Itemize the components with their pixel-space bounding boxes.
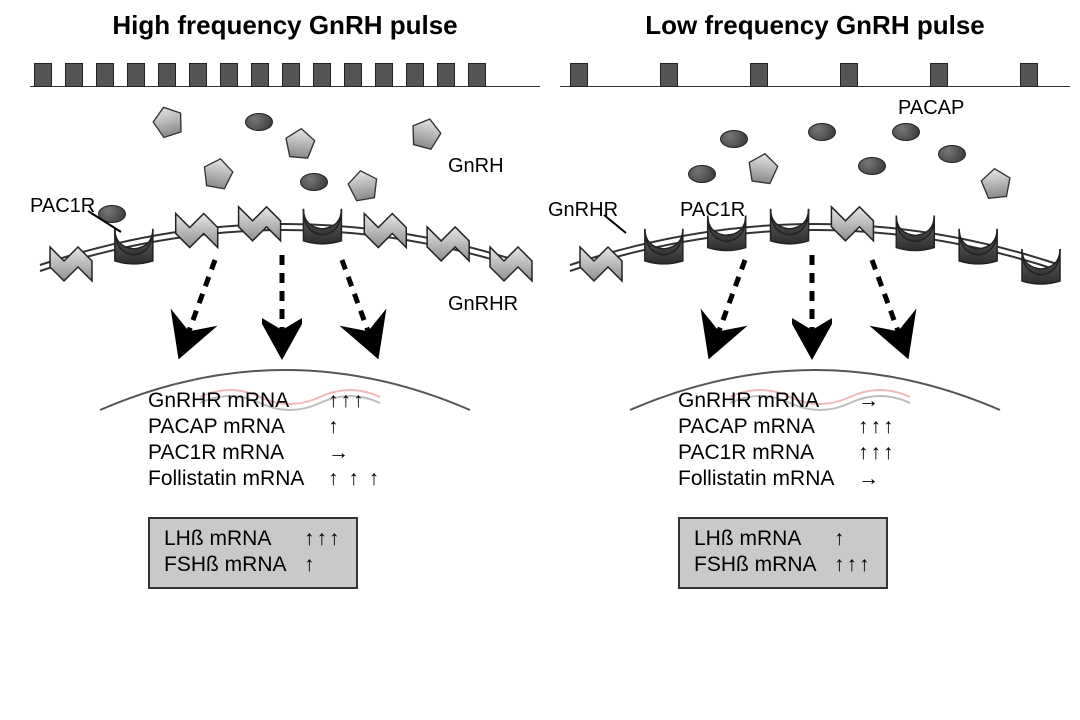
label-pacap: PACAP: [898, 97, 964, 120]
pulse-bar: [570, 63, 588, 87]
gnrh-ligand-icon: [282, 125, 318, 161]
pacap-ligand-icon: [808, 123, 836, 141]
pulse-baseline: [560, 86, 1070, 87]
label-gnrh: GnRH: [448, 155, 504, 178]
output-row: LHß mRNA ↑: [694, 527, 872, 551]
mrna-row: Follistatin mRNA ↑ ↑ ↑: [148, 467, 381, 491]
mrna-list-high: GnRHR mRNA ↑↑↑PACAP mRNA ↑PAC1R mRNA →Fo…: [148, 389, 381, 493]
panel-high-frequency: High frequency GnRH pulse GnRH PAC1R: [30, 10, 540, 690]
pulse-bar: [282, 63, 300, 87]
pacap-ligand-icon: [688, 165, 716, 183]
output-row: LHß mRNA ↑↑↑: [164, 527, 342, 551]
mrna-row: PACAP mRNA ↑: [148, 415, 381, 439]
pulse-bar: [189, 63, 207, 87]
pacap-ligand-icon: [300, 173, 328, 191]
mrna-arrows: ↑: [328, 415, 341, 439]
label-gnrhr-left: GnRHR: [448, 293, 518, 316]
output-row: FSHß mRNA ↑: [164, 553, 342, 577]
gnrh-ligand-icon: [200, 155, 236, 191]
output-box-high: LHß mRNA ↑↑↑FSHß mRNA ↑: [148, 517, 358, 589]
pulse-bar: [1020, 63, 1038, 87]
pulse-bar: [437, 63, 455, 87]
mrna-row: GnRHR mRNA →: [678, 389, 896, 413]
pulse-bar: [840, 63, 858, 87]
nucleus-low: GnRHR mRNA →PACAP mRNA ↑↑↑PAC1R mRNA ↑↑↑…: [560, 335, 1070, 595]
mrna-row: GnRHR mRNA ↑↑↑: [148, 389, 381, 413]
mrna-arrows: →: [858, 467, 881, 491]
output-label: FSHß mRNA: [164, 553, 304, 577]
mrna-label: PACAP mRNA: [678, 415, 858, 439]
pulse-bar: [375, 63, 393, 87]
pulse-bar: [220, 63, 238, 87]
pulse-bar: [313, 63, 331, 87]
mrna-arrows: →: [858, 389, 881, 413]
mrna-arrows: ↑ ↑ ↑: [328, 467, 381, 491]
mrna-row: Follistatin mRNA →: [678, 467, 896, 491]
output-arrows: ↑↑↑: [304, 527, 342, 551]
output-arrows: ↑: [834, 527, 847, 551]
mrna-label: GnRHR mRNA: [148, 389, 328, 413]
title-high: High frequency GnRH pulse: [30, 10, 540, 41]
pulse-bar: [344, 63, 362, 87]
gnrh-ligand-icon: [978, 165, 1014, 201]
pulse-bar: [251, 63, 269, 87]
membrane-high: GnRHR: [30, 205, 540, 335]
pacap-ligand-icon: [938, 145, 966, 163]
pulse-bar: [127, 63, 145, 87]
pulse-bar: [468, 63, 486, 87]
pulse-bar: [65, 63, 83, 87]
output-row: FSHß mRNA ↑↑↑: [694, 553, 872, 577]
pacap-ligand-icon: [892, 123, 920, 141]
pulse-bar: [158, 63, 176, 87]
mrna-list-low: GnRHR mRNA →PACAP mRNA ↑↑↑PAC1R mRNA ↑↑↑…: [678, 389, 896, 493]
output-arrows: ↑: [304, 553, 317, 577]
panel-low-frequency: Low frequency GnRH pulse PACAP GnRHR PAC…: [560, 10, 1070, 690]
pacap-ligand-icon: [858, 157, 886, 175]
membrane-low: [560, 205, 1070, 335]
mrna-row: PACAP mRNA ↑↑↑: [678, 415, 896, 439]
mrna-arrows: ↑↑↑: [328, 389, 366, 413]
gnrh-ligand-icon: [345, 167, 381, 203]
mrna-label: PAC1R mRNA: [678, 441, 858, 465]
mrna-label: Follistatin mRNA: [678, 467, 858, 491]
pacap-ligand-icon: [720, 130, 748, 148]
pulse-train-low: [560, 55, 1070, 95]
gnrh-ligand-icon: [408, 115, 444, 151]
output-label: LHß mRNA: [164, 527, 304, 551]
gnrh-ligand-icon: [150, 103, 186, 139]
mrna-label: PACAP mRNA: [148, 415, 328, 439]
pulse-bar: [930, 63, 948, 87]
output-arrows: ↑↑↑: [834, 553, 872, 577]
gnrh-ligand-icon: [745, 150, 781, 186]
mrna-label: PAC1R mRNA: [148, 441, 328, 465]
ligand-area-high: GnRH PAC1R: [30, 95, 540, 205]
mrna-arrows: ↑↑↑: [858, 441, 896, 465]
mrna-row: PAC1R mRNA ↑↑↑: [678, 441, 896, 465]
nucleus-high: GnRHR mRNA ↑↑↑PACAP mRNA ↑PAC1R mRNA →Fo…: [30, 335, 540, 595]
pulse-bar: [34, 63, 52, 87]
title-low: Low frequency GnRH pulse: [560, 10, 1070, 41]
output-label: LHß mRNA: [694, 527, 834, 551]
output-label: FSHß mRNA: [694, 553, 834, 577]
pulse-bar: [96, 63, 114, 87]
output-box-low: LHß mRNA ↑FSHß mRNA ↑↑↑: [678, 517, 888, 589]
ligand-area-low: PACAP GnRHR PAC1R: [560, 95, 1070, 205]
mrna-arrows: ↑↑↑: [858, 415, 896, 439]
pacap-ligand-icon: [245, 113, 273, 131]
mrna-arrows: →: [328, 441, 351, 465]
mrna-row: PAC1R mRNA →: [148, 441, 381, 465]
pulse-bar: [660, 63, 678, 87]
mrna-label: Follistatin mRNA: [148, 467, 328, 491]
pulse-train-high: [30, 55, 540, 95]
mrna-label: GnRHR mRNA: [678, 389, 858, 413]
pulse-bar: [750, 63, 768, 87]
pulse-bar: [406, 63, 424, 87]
